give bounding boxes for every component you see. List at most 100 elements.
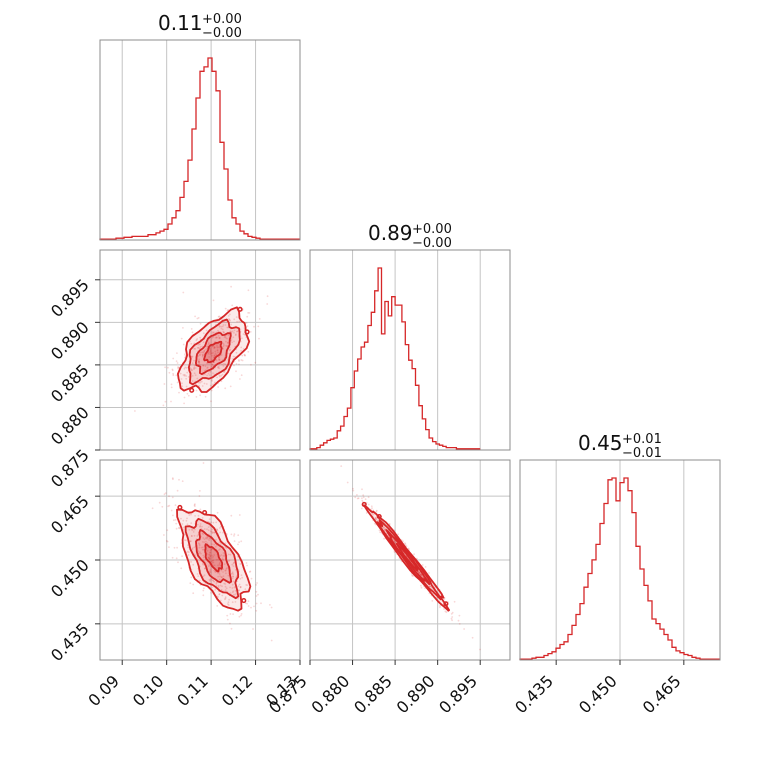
scatter-point (213, 531, 216, 534)
scatter-point (237, 585, 240, 587)
scatter-point (458, 614, 461, 617)
scatter-point (220, 576, 223, 579)
contour-outlier (244, 329, 250, 335)
scatter-point (419, 573, 422, 576)
scatter-point (245, 562, 248, 564)
scatter-point (218, 593, 221, 595)
scatter-point (214, 336, 217, 339)
scatter-point (226, 618, 229, 621)
scatter-point (213, 554, 216, 556)
scatter-point (201, 517, 204, 519)
scatter-point (198, 544, 201, 547)
scatter-point (218, 367, 221, 370)
scatter-point (212, 383, 214, 386)
scatter-point (223, 331, 225, 334)
scatter-point (178, 526, 180, 529)
scatter-point (227, 603, 229, 605)
scatter-point (196, 535, 199, 537)
scatter-point (216, 344, 218, 347)
scatter-point (270, 606, 273, 609)
scatter-point (199, 381, 202, 384)
scatter-point (177, 366, 180, 369)
scatter-point (222, 324, 225, 326)
scatter-point (198, 384, 200, 387)
scatter-point (357, 497, 360, 500)
scatter-point (209, 554, 212, 557)
scatter-point (218, 324, 221, 327)
scatter-point (214, 570, 217, 573)
scatter-point (199, 523, 202, 525)
scatter-point (218, 375, 221, 378)
scatter-point (198, 358, 201, 361)
scatter-point (393, 540, 396, 543)
scatter-point (206, 528, 208, 531)
scatter-point (185, 377, 188, 380)
scatter-point (224, 597, 227, 600)
scatter-point (209, 551, 211, 554)
scatter-point (405, 545, 408, 548)
scatter-point (217, 386, 220, 388)
plot-marks (99, 57, 720, 660)
scatter-point (376, 519, 379, 522)
scatter-point (172, 514, 174, 517)
scatter-point (202, 462, 205, 464)
scatter-point (213, 347, 216, 349)
scatter-point (404, 542, 406, 544)
grid-lines (100, 40, 685, 660)
scatter-point (254, 361, 257, 364)
scatter-point (367, 496, 370, 499)
scatter-point (190, 535, 193, 537)
scatter-point (266, 295, 269, 298)
scatter-point (255, 609, 258, 612)
scatter-point (221, 325, 224, 328)
scatter-point (255, 595, 258, 597)
scatter-point (190, 540, 192, 543)
y-tick-label-2: 0.435 (47, 619, 93, 665)
scatter-point (232, 565, 235, 567)
scatter-point (182, 526, 185, 529)
scatter-point (238, 360, 240, 362)
scatter-point (228, 318, 231, 321)
scatter-point (212, 332, 215, 335)
scatter-point (190, 368, 193, 370)
scatter-point (218, 564, 221, 566)
scatter-point (219, 337, 221, 339)
scatter-point (392, 539, 395, 542)
scatter-point (379, 531, 381, 534)
scatter-point (223, 554, 226, 556)
scatter-point (189, 540, 192, 543)
scatter-point (208, 539, 211, 542)
scatter-point (375, 509, 378, 512)
x-tick-label-1: 0.880 (308, 671, 354, 717)
scatter-point (211, 560, 214, 562)
scatter-point (223, 582, 226, 585)
scatter-point (238, 359, 240, 361)
scatter-point (226, 614, 229, 617)
scatter-point (249, 570, 252, 573)
scatter-point (234, 334, 237, 337)
scatter-point (227, 560, 230, 563)
scatter-point (184, 366, 187, 369)
scatter-point (211, 531, 214, 534)
scatter-point (195, 339, 198, 342)
scatter-point (457, 619, 460, 622)
scatter-point (424, 566, 427, 568)
histogram-2 (519, 477, 720, 660)
scatter-point (372, 513, 374, 516)
scatter-point (217, 356, 220, 359)
scatter-point (213, 543, 216, 546)
scatter-point (176, 546, 179, 549)
scatter-point (190, 369, 193, 372)
scatter-point (227, 574, 230, 577)
scatter-point (221, 373, 224, 376)
panel-frame-1-0 (99, 249, 301, 451)
scatter-point (178, 478, 180, 481)
scatter-point (220, 374, 223, 377)
scatter-point (202, 594, 205, 597)
scatter-point (191, 529, 194, 531)
scatter-point (234, 601, 237, 603)
scatter-point (222, 343, 225, 345)
scatter-point (202, 351, 205, 354)
scatter-point (227, 334, 230, 337)
scatter-point (443, 608, 445, 610)
